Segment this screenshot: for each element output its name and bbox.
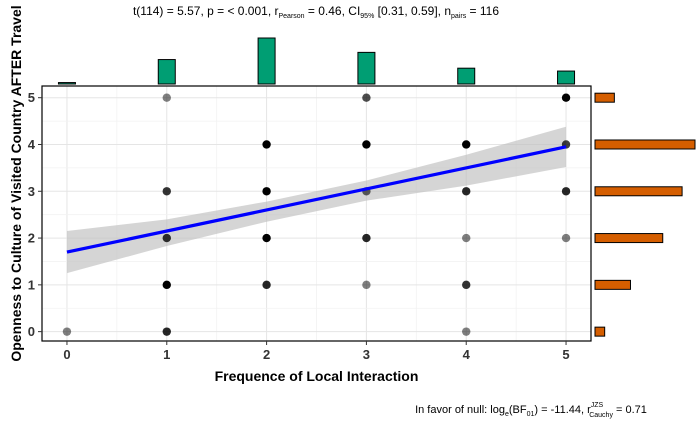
data-point — [262, 233, 271, 243]
data-point — [561, 93, 571, 102]
axis-ticks: 0 1 2 3 4 5 0 1 2 3 4 5 — [28, 90, 570, 362]
caption-r-sup: JZS — [591, 402, 604, 409]
x-tick-label: 4 — [463, 347, 471, 362]
y-marginal-bar — [594, 92, 615, 103]
caption-lead: In favor of null: log — [415, 404, 505, 416]
subtitle-r-rest: = 0.46, CI — [305, 4, 361, 18]
data-point — [162, 93, 171, 102]
y-tick-label: 1 — [28, 277, 35, 292]
caption-r-sub: Cauchy — [589, 412, 613, 419]
x-tick-label: 2 — [263, 347, 270, 362]
x-marginal-bar — [357, 51, 376, 85]
data-point — [561, 233, 571, 243]
data-point — [262, 140, 271, 149]
chart-caption: In favor of null: loge(BF01) = -11.44, r… — [415, 402, 647, 419]
data-point — [362, 233, 371, 243]
subtitle-ci-rest: [0.31, 0.59], n — [374, 4, 451, 18]
y-tick-label: 2 — [28, 231, 35, 246]
data-points — [62, 93, 571, 336]
y-tick-label: 4 — [28, 137, 36, 152]
y-tick-label: 5 — [28, 90, 35, 105]
data-point — [462, 187, 471, 196]
data-point — [462, 327, 471, 336]
data-point — [362, 93, 371, 102]
y-marginal-bar — [594, 326, 606, 337]
y-axis-title: Openness to Culture of Visited Country A… — [8, 5, 24, 361]
subtitle-n-rest: = 116 — [466, 4, 499, 18]
caption-mid: (BF — [509, 404, 527, 416]
x-marginal-bar — [457, 67, 476, 85]
chart-subtitle: t(114) = 5.57, p = < 0.001, rPearson = 0… — [133, 4, 499, 20]
y-tick-label: 0 — [28, 324, 35, 339]
data-point — [262, 280, 271, 290]
y-marginal-bar — [594, 279, 631, 290]
regression-line-layer — [66, 145, 567, 254]
caption-bf-sub: 01 — [527, 411, 535, 418]
data-point — [462, 280, 471, 290]
subtitle-stat: t(114) = 5.57, p = < 0.001, r — [133, 4, 279, 18]
y-marginal-bar — [594, 139, 696, 150]
data-point — [462, 140, 471, 149]
data-point — [162, 233, 171, 243]
x-axis-title: Frequence of Local Interaction — [215, 368, 419, 384]
y-tick-label: 3 — [28, 184, 35, 199]
caption-rest: ) = -11.44, r — [534, 404, 591, 416]
x-tick-label: 3 — [363, 347, 370, 362]
data-point — [162, 280, 171, 290]
x-tick-label: 0 — [63, 347, 70, 362]
plot-panel-border — [41, 85, 592, 342]
y-marginal-histogram — [594, 92, 696, 337]
x-marginal-bar — [557, 70, 576, 85]
x-tick-label: 5 — [562, 347, 569, 362]
subtitle-ci-sub: 95% — [360, 13, 374, 20]
data-point — [561, 187, 571, 196]
data-point — [362, 280, 371, 290]
subtitle-r-sub: Pearson — [279, 13, 305, 20]
caption-log-sub: e — [505, 411, 509, 418]
plot-grid — [42, 86, 591, 341]
x-marginal-bar — [57, 82, 76, 85]
subtitle-n-sub: pairs — [451, 13, 467, 20]
data-point — [62, 327, 72, 336]
y-marginal-bar — [594, 233, 664, 244]
x-tick-label: 1 — [163, 347, 170, 362]
regression-line — [66, 145, 567, 254]
x-marginal-bar — [257, 37, 276, 85]
caption-tail: = 0.71 — [613, 404, 647, 416]
data-point — [362, 140, 371, 149]
y-marginal-bar — [594, 186, 683, 197]
data-point — [162, 187, 171, 196]
data-point — [262, 187, 271, 196]
x-marginal-bar — [157, 59, 176, 85]
data-point — [162, 327, 171, 336]
x-marginal-histogram — [57, 37, 576, 85]
data-point — [462, 233, 471, 243]
